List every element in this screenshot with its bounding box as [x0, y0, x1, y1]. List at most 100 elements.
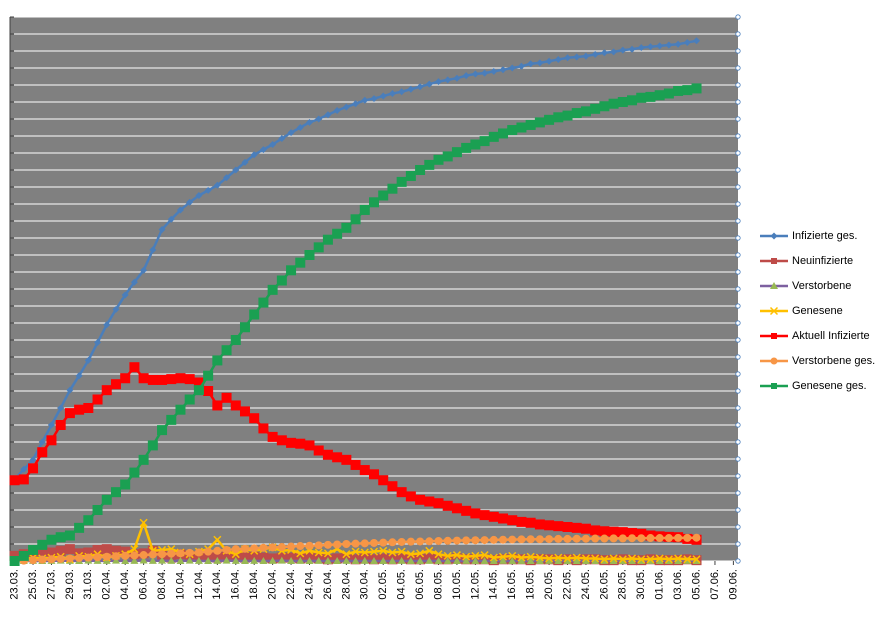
marker: [397, 547, 406, 556]
marker: [470, 139, 481, 150]
marker: [516, 516, 527, 527]
marker: [286, 437, 297, 448]
marker: [517, 535, 526, 544]
marker: [609, 534, 618, 543]
x-tick-label: 20.05.: [543, 569, 555, 600]
marker: [489, 553, 498, 562]
y-axis-marker: [735, 354, 741, 360]
marker: [544, 520, 555, 531]
marker: [451, 147, 462, 158]
marker: [315, 115, 323, 123]
marker: [581, 557, 590, 564]
x-tick-label: 29.03.: [64, 569, 76, 600]
marker: [138, 373, 149, 384]
marker: [296, 124, 304, 131]
marker: [406, 537, 415, 546]
marker: [149, 246, 157, 254]
marker: [553, 112, 564, 123]
marker: [259, 557, 268, 564]
legend: Infizierte ges. Neuinfizierte Verstorbene G…: [760, 230, 875, 392]
marker: [203, 370, 214, 381]
marker: [405, 170, 416, 181]
marker: [20, 465, 28, 473]
marker: [66, 386, 74, 394]
marker: [443, 536, 452, 545]
marker: [674, 40, 682, 48]
marker: [120, 373, 131, 384]
marker: [499, 66, 507, 74]
marker: [239, 322, 250, 333]
y-axis-marker: [735, 14, 741, 20]
marker: [55, 545, 66, 556]
marker: [452, 557, 461, 564]
marker: [75, 372, 83, 380]
x-tick-label: 18.04.: [248, 569, 260, 600]
marker: [415, 165, 426, 175]
marker: [193, 551, 204, 562]
y-axis-marker: [735, 65, 741, 71]
marker: [322, 449, 333, 460]
series: [9, 83, 702, 566]
marker: [443, 551, 452, 560]
marker: [628, 45, 636, 53]
marker: [147, 440, 158, 451]
marker: [435, 78, 443, 86]
y-axis-marker: [735, 286, 741, 292]
marker: [498, 128, 509, 139]
marker: [259, 146, 267, 154]
x-tick-label: 02.05.: [377, 569, 389, 600]
marker: [683, 533, 692, 542]
marker: [545, 554, 554, 563]
marker: [378, 190, 389, 201]
marker: [370, 538, 378, 547]
marker: [683, 555, 692, 564]
x-tick-label: 18.05.: [525, 569, 537, 600]
marker: [664, 555, 673, 564]
marker: [314, 548, 323, 557]
marker: [158, 226, 166, 233]
marker: [433, 154, 444, 165]
marker: [535, 557, 544, 564]
marker: [185, 556, 194, 564]
x-tick-label: 10.04.: [174, 569, 186, 600]
y-axis-marker: [735, 48, 741, 54]
y-axis-marker: [735, 252, 741, 258]
x-tick-label: 24.05.: [580, 569, 592, 600]
marker: [212, 400, 223, 411]
marker: [425, 546, 434, 555]
marker: [84, 356, 92, 364]
marker: [387, 183, 398, 194]
marker: [139, 518, 148, 527]
marker: [525, 119, 536, 130]
marker: [424, 496, 435, 507]
y-axis-marker: [735, 116, 741, 122]
marker: [93, 553, 102, 562]
marker: [323, 540, 332, 549]
marker: [38, 438, 46, 446]
marker: [120, 546, 131, 557]
marker: [692, 555, 701, 564]
marker: [628, 534, 637, 543]
marker: [462, 72, 470, 80]
legend-marker: [771, 258, 777, 264]
marker: [416, 537, 425, 546]
marker: [250, 556, 259, 564]
marker: [47, 421, 55, 429]
marker: [74, 522, 85, 533]
marker: [38, 555, 47, 564]
marker: [158, 550, 167, 559]
x-tick-label: 02.04.: [101, 569, 113, 600]
x-tick-label: 08.05.: [432, 569, 444, 600]
marker: [57, 404, 65, 412]
y-axis-marker: [735, 473, 741, 479]
marker: [488, 511, 499, 522]
marker: [140, 266, 148, 274]
marker: [489, 557, 498, 564]
marker: [388, 557, 397, 564]
legend-label: Genesene: [792, 305, 843, 317]
marker: [360, 548, 369, 557]
marker: [580, 106, 591, 117]
marker: [258, 297, 269, 308]
marker: [304, 250, 315, 260]
marker: [591, 554, 600, 563]
